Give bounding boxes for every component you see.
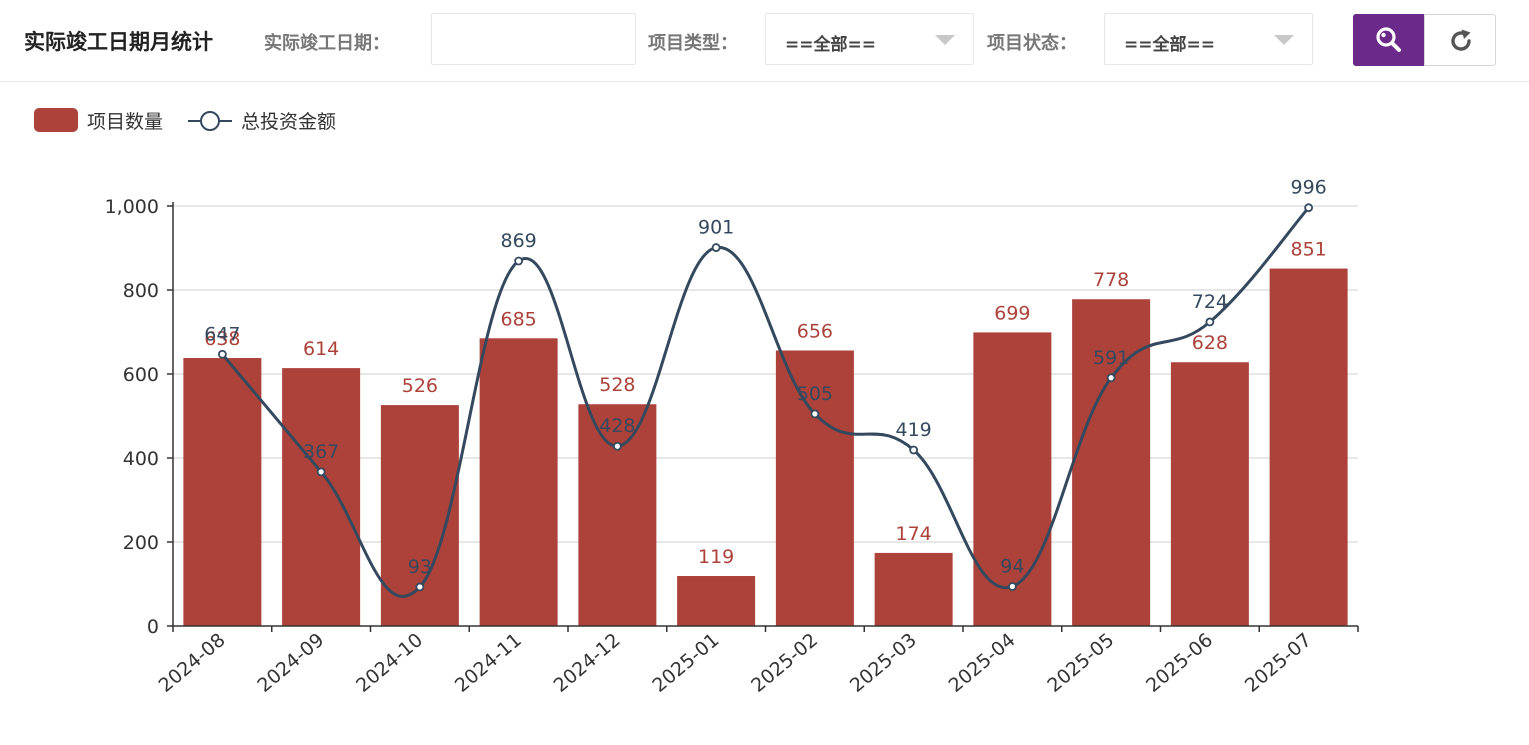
bar-data-label: 119	[698, 546, 734, 568]
line-point	[316, 467, 326, 477]
filter-toolbar: 实际竣工日期月统计 实际竣工日期： 项目类型： ==全部== 项目状态： ==全…	[0, 0, 1529, 82]
line-point	[514, 256, 524, 266]
line-data-label: 724	[1192, 291, 1228, 313]
x-tick-label: 2024-09	[253, 629, 328, 697]
status-select-value: ==全部==	[1124, 35, 1215, 55]
line-data-label: 419	[895, 419, 931, 441]
bar-data-label: 638	[204, 328, 240, 350]
bar	[1170, 362, 1249, 626]
bar-data-label: 628	[1192, 332, 1228, 354]
search-icon	[1376, 27, 1401, 52]
line-point	[1304, 203, 1314, 213]
x-tick-label: 2024-08	[155, 629, 230, 697]
bar	[775, 350, 854, 626]
bar	[578, 404, 657, 626]
refresh-icon	[1451, 29, 1471, 51]
x-tick-label: 2024-11	[451, 629, 526, 697]
y-tick-label: 600	[123, 364, 159, 386]
line-point	[909, 445, 919, 455]
line-data-label: 94	[1000, 556, 1024, 578]
legend-line-swatch[interactable]	[187, 108, 233, 134]
search-button[interactable]	[1353, 14, 1425, 66]
line-point	[1106, 373, 1116, 383]
line-data-label: 901	[698, 217, 734, 239]
bar-data-label: 851	[1290, 239, 1326, 261]
x-tick-label: 2025-04	[945, 629, 1020, 697]
line-data-label: 591	[1093, 347, 1129, 369]
chevron-down-icon	[935, 35, 955, 45]
bar-data-label: 778	[1093, 269, 1129, 291]
completion-date-input[interactable]	[431, 13, 636, 65]
bar	[183, 358, 262, 626]
bar	[677, 576, 756, 626]
x-tick-label: 2025-01	[648, 629, 723, 697]
project-type-select[interactable]: ==全部==	[765, 13, 974, 65]
x-tick-label: 2024-12	[550, 629, 625, 697]
bar	[282, 368, 361, 626]
line-point	[711, 243, 721, 252]
y-tick-label: 800	[123, 280, 159, 302]
refresh-button[interactable]	[1424, 14, 1496, 66]
bar-data-label: 528	[599, 374, 635, 396]
bar-data-label: 685	[500, 308, 536, 330]
x-tick-label: 2025-03	[846, 629, 921, 697]
bar	[479, 338, 558, 626]
bar-data-label: 614	[303, 338, 339, 360]
bar	[1072, 299, 1151, 626]
line-data-label: 505	[797, 383, 833, 405]
chevron-down-icon	[1274, 35, 1294, 45]
line-data-label: 428	[599, 415, 635, 437]
bar	[874, 552, 953, 626]
x-tick-label: 2025-05	[1043, 629, 1118, 697]
bar	[1269, 268, 1348, 626]
project-status-select[interactable]: ==全部==	[1104, 13, 1313, 65]
y-tick-label: 400	[123, 448, 159, 470]
line-point	[415, 582, 425, 592]
line-data-label: 647	[204, 323, 240, 345]
legend-bar-swatch[interactable]	[34, 108, 78, 132]
line-data-label: 367	[303, 441, 339, 463]
bar-data-label: 174	[895, 523, 931, 545]
x-tick-label: 2025-07	[1241, 629, 1316, 697]
line-data-label: 996	[1290, 177, 1326, 199]
x-tick-label: 2025-02	[747, 629, 822, 697]
type-label: 项目类型：	[648, 33, 738, 54]
line-data-label: 869	[500, 230, 536, 252]
line-point	[1007, 582, 1017, 591]
status-label: 项目状态：	[987, 33, 1077, 54]
line-data-label: 93	[408, 556, 432, 578]
bar-data-label: 656	[797, 320, 833, 342]
line-point	[217, 349, 227, 359]
bar	[973, 332, 1052, 626]
bar-data-label: 699	[994, 302, 1030, 324]
date-label: 实际竣工日期：	[264, 33, 390, 54]
line-point	[810, 409, 820, 419]
x-tick-label: 2024-10	[352, 629, 427, 697]
bar-data-label: 526	[402, 375, 438, 397]
type-select-value: ==全部==	[785, 35, 876, 55]
y-tick-label: 0	[147, 616, 159, 638]
y-tick-label: 200	[123, 532, 159, 554]
line-point	[612, 441, 622, 451]
line-point	[1205, 317, 1215, 327]
page-title: 实际竣工日期月统计	[24, 30, 213, 54]
x-tick-label: 2025-06	[1142, 629, 1217, 697]
legend-label-investment[interactable]: 总投资金额	[241, 111, 337, 133]
y-tick-label: 1,000	[105, 196, 159, 218]
legend-label-count[interactable]: 项目数量	[87, 111, 164, 133]
